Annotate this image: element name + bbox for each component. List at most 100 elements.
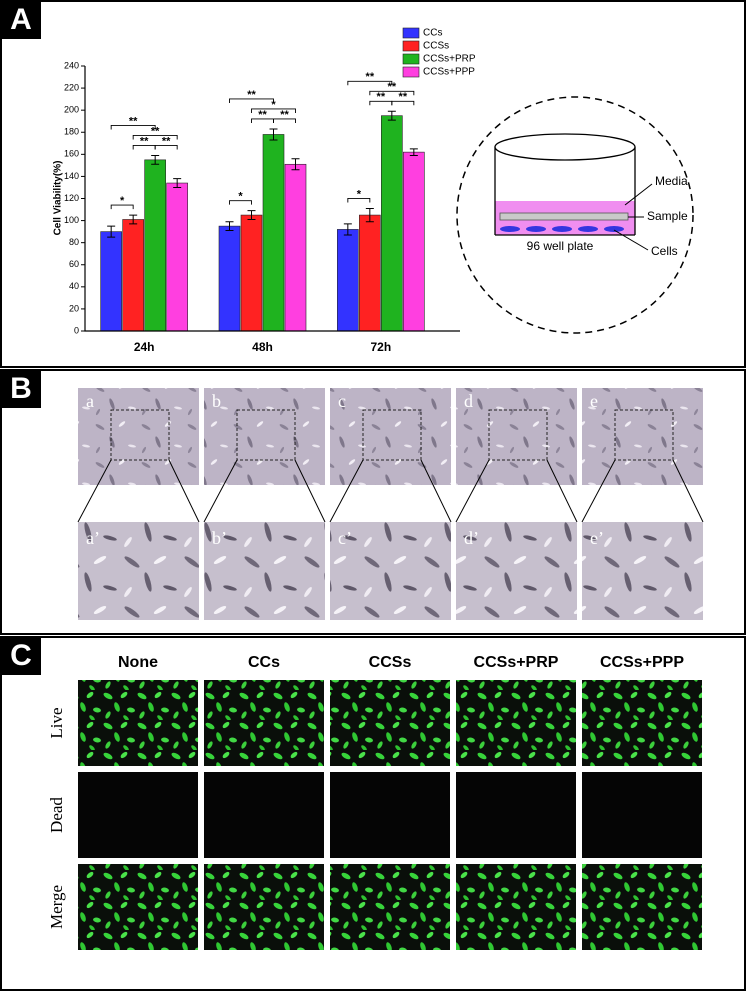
y-tick-label: 80 — [69, 237, 79, 247]
y-tick-label: 200 — [64, 105, 79, 115]
chart: Cell Viability(%) 0 20 40 60 80 100 120 140 160 1… — [53, 28, 476, 355]
significance-bracket — [347, 80, 393, 86]
significance-bracket — [347, 197, 371, 203]
diagram-label: Sample — [647, 209, 688, 223]
error-bar — [129, 214, 138, 225]
error-bar — [387, 110, 396, 121]
fluorescence-image — [78, 680, 198, 766]
bar — [218, 225, 241, 332]
zoom-line — [329, 459, 364, 523]
micrograph — [204, 388, 325, 485]
significance-bracket — [251, 108, 296, 113]
diagram-label: Cells — [651, 244, 678, 258]
legend-label: CCs — [423, 28, 442, 39]
bar — [337, 229, 359, 332]
bar — [403, 151, 425, 332]
y-axis-label: Cell Viability(%) — [53, 161, 64, 236]
fluorescence-image — [204, 680, 324, 766]
column-header: CCSs+PPP — [600, 654, 684, 671]
legend-swatch — [402, 40, 420, 52]
fluorescence-image — [330, 680, 450, 766]
dashed-circle — [456, 96, 694, 334]
micrograph-label: a’ — [86, 528, 100, 548]
y-tick-label: 40 — [69, 281, 79, 291]
y-tick-label: 60 — [69, 259, 79, 269]
panel-frame — [0, 636, 746, 991]
zoom-line — [168, 459, 200, 523]
bar — [166, 182, 188, 332]
fluorescence-image — [204, 864, 324, 950]
bar — [284, 163, 307, 332]
pointer — [613, 229, 649, 251]
column-header: CCSs+PRP — [474, 654, 559, 671]
micrograph — [456, 522, 577, 620]
significance-bracket — [369, 100, 393, 106]
bar — [240, 214, 263, 332]
zoom-line — [581, 459, 616, 523]
column-header: CCs — [248, 654, 280, 671]
panel-frame — [0, 369, 746, 635]
micrograph-label: e — [590, 391, 598, 411]
cylinder-top — [494, 133, 636, 161]
legend-swatch — [402, 27, 420, 39]
error-bar — [291, 158, 300, 171]
y-tick-label: 180 — [64, 127, 79, 137]
panel-label-box — [1, 370, 41, 408]
micrograph-label: b’ — [212, 528, 227, 548]
error-bar — [365, 207, 374, 223]
significance-label: * — [120, 195, 125, 207]
error-bar — [409, 148, 418, 156]
x-tick-label: 24h — [134, 340, 155, 354]
diagram: Media Sample Cells 96 well plate — [456, 96, 694, 334]
row-label: Live — [47, 707, 66, 738]
panel-label: A — [10, 3, 32, 36]
panel-frame — [0, 0, 746, 368]
micrograph — [330, 522, 451, 620]
error-bar — [173, 178, 182, 188]
significance-label: ** — [247, 89, 256, 101]
zoom-line — [546, 459, 578, 523]
fluorescence-image — [78, 772, 198, 858]
significance-bracket — [229, 200, 252, 205]
significance-label: ** — [280, 109, 289, 121]
fluorescence-image — [204, 772, 324, 858]
x-tick-label: 48h — [252, 340, 273, 354]
y-tick-label: 240 — [64, 60, 79, 70]
error-bar — [151, 154, 160, 165]
y-tick-label: 0 — [74, 325, 79, 335]
significance-bracket — [110, 204, 134, 210]
bar — [144, 159, 166, 332]
significance-bracket — [132, 144, 156, 150]
cells-layer — [500, 226, 624, 232]
significance-bracket — [369, 90, 415, 96]
axis — [84, 66, 460, 332]
micrograph-label: d — [464, 391, 473, 411]
micrograph-label: c — [338, 391, 346, 411]
y-tick-label: 100 — [64, 215, 79, 225]
significance-bracket — [229, 98, 274, 103]
fluorescence-image — [330, 772, 450, 858]
zoom-box — [488, 409, 548, 461]
fluorescence-image — [456, 680, 576, 766]
legend-label: CCSs+PPP — [423, 67, 475, 78]
error-bar — [343, 223, 352, 236]
fluorescence-image — [582, 864, 702, 950]
significance-label: * — [357, 188, 362, 200]
error-bar — [225, 221, 234, 232]
micrograph — [204, 522, 325, 620]
diagram-label: Media — [655, 174, 688, 188]
zoom-box — [236, 409, 296, 461]
error-bar — [269, 128, 278, 141]
fluorescence-image — [582, 680, 702, 766]
diagram-label: 96 well plate — [527, 239, 594, 253]
significance-label: ** — [388, 81, 397, 93]
significance-bracket — [110, 124, 156, 130]
y-tick-label: 20 — [69, 303, 79, 313]
y-tick-label: 160 — [64, 149, 79, 159]
micrograph — [330, 388, 451, 485]
fluorescence-image — [330, 864, 450, 950]
micrograph-label: d’ — [464, 528, 479, 548]
legend-label: CCSs+PRP — [423, 54, 476, 65]
